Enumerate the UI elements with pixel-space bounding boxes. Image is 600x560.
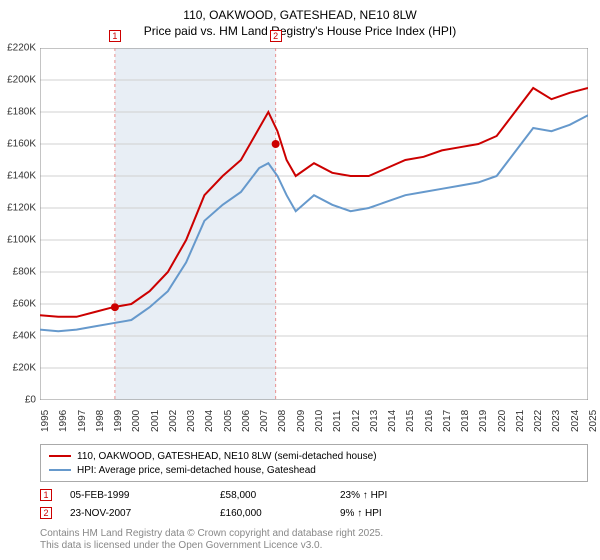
x-tick-label: 2021 [515,410,526,432]
marker-label: 2 [270,30,282,42]
x-tick-label: 2007 [259,410,270,432]
x-tick-label: 1998 [95,410,106,432]
y-tick-label: £40K [13,331,36,342]
chart-container: 110, OAKWOOD, GATESHEAD, NE10 8LW Price … [0,0,600,560]
x-tick-label: 2025 [588,410,599,432]
x-tick-label: 1997 [77,410,88,432]
plot-area: 12 [40,48,588,400]
attribution-line-2: This data is licensed under the Open Gov… [40,540,383,552]
data-point-pct: 9% ↑ HPI [340,508,382,519]
legend-label: 110, OAKWOOD, GATESHEAD, NE10 8LW (semi-… [77,451,377,462]
data-point-marker: 2 [40,507,52,519]
data-point-price: £58,000 [220,490,340,501]
y-tick-label: £120K [7,203,36,214]
data-point-pct: 23% ↑ HPI [340,490,387,501]
chart-svg [40,48,588,400]
chart-subtitle: Price paid vs. HM Land Registry's House … [0,24,600,44]
x-tick-label: 2002 [168,410,179,432]
x-tick-label: 2004 [204,410,215,432]
y-tick-label: £180K [7,107,36,118]
data-point-row: 1 05-FEB-1999£58,00023% ↑ HPI [40,486,588,504]
y-tick-label: £80K [13,267,36,278]
x-tick-label: 2008 [277,410,288,432]
x-axis: 1995 1996 1997 1998 1999 2000 2001 2002 2003 2004… [40,400,588,440]
y-tick-label: £160K [7,139,36,150]
x-tick-label: 2011 [332,410,343,432]
legend-label: HPI: Average price, semi-detached house,… [77,465,316,476]
x-tick-label: 2000 [131,410,142,432]
x-tick-label: 1995 [40,410,51,432]
y-tick-label: £200K [7,75,36,86]
x-tick-label: 1999 [113,410,124,432]
data-point-marker: 1 [40,489,52,501]
data-point-price: £160,000 [220,508,340,519]
x-tick-label: 2020 [497,410,508,432]
x-tick-label: 2017 [442,410,453,432]
x-tick-label: 2006 [241,410,252,432]
y-tick-label: £140K [7,171,36,182]
data-point-row: 2 23-NOV-2007£160,0009% ↑ HPI [40,504,588,522]
data-point-date: 05-FEB-1999 [70,490,220,501]
x-tick-label: 2001 [150,410,161,432]
x-tick-label: 2003 [186,410,197,432]
y-tick-label: £60K [13,299,36,310]
x-tick-label: 2022 [533,410,544,432]
chart-title: 110, OAKWOOD, GATESHEAD, NE10 8LW [0,0,600,24]
attribution-line-1: Contains HM Land Registry data © Crown c… [40,528,383,540]
y-tick-label: £0 [25,395,36,406]
y-tick-label: £20K [13,363,36,374]
legend-row: 110, OAKWOOD, GATESHEAD, NE10 8LW (semi-… [49,449,579,463]
x-tick-label: 2005 [223,410,234,432]
x-tick-label: 2024 [570,410,581,432]
y-axis: £0£20K£40K£60K£80K£100K£120K£140K£160K£1… [0,48,40,400]
x-tick-label: 2016 [424,410,435,432]
attribution-text: Contains HM Land Registry data © Crown c… [40,528,383,552]
legend-swatch [49,455,71,457]
data-points-table: 1 05-FEB-1999£58,00023% ↑ HPI 2 23-NOV-2007… [40,486,588,522]
legend-row: HPI: Average price, semi-detached house,… [49,463,579,477]
data-point-date: 23-NOV-2007 [70,508,220,519]
x-tick-label: 2013 [369,410,380,432]
x-tick-label: 2018 [460,410,471,432]
x-tick-label: 2009 [296,410,307,432]
x-tick-label: 2015 [405,410,416,432]
y-tick-label: £100K [7,235,36,246]
x-tick-label: 2012 [351,410,362,432]
marker-label: 1 [109,30,121,42]
x-tick-label: 2019 [478,410,489,432]
x-tick-label: 2023 [551,410,562,432]
legend-box: 110, OAKWOOD, GATESHEAD, NE10 8LW (semi-… [40,444,588,482]
x-tick-label: 2010 [314,410,325,432]
y-tick-label: £220K [7,43,36,54]
legend-swatch [49,469,71,471]
x-tick-label: 2014 [387,410,398,432]
x-tick-label: 1996 [58,410,69,432]
